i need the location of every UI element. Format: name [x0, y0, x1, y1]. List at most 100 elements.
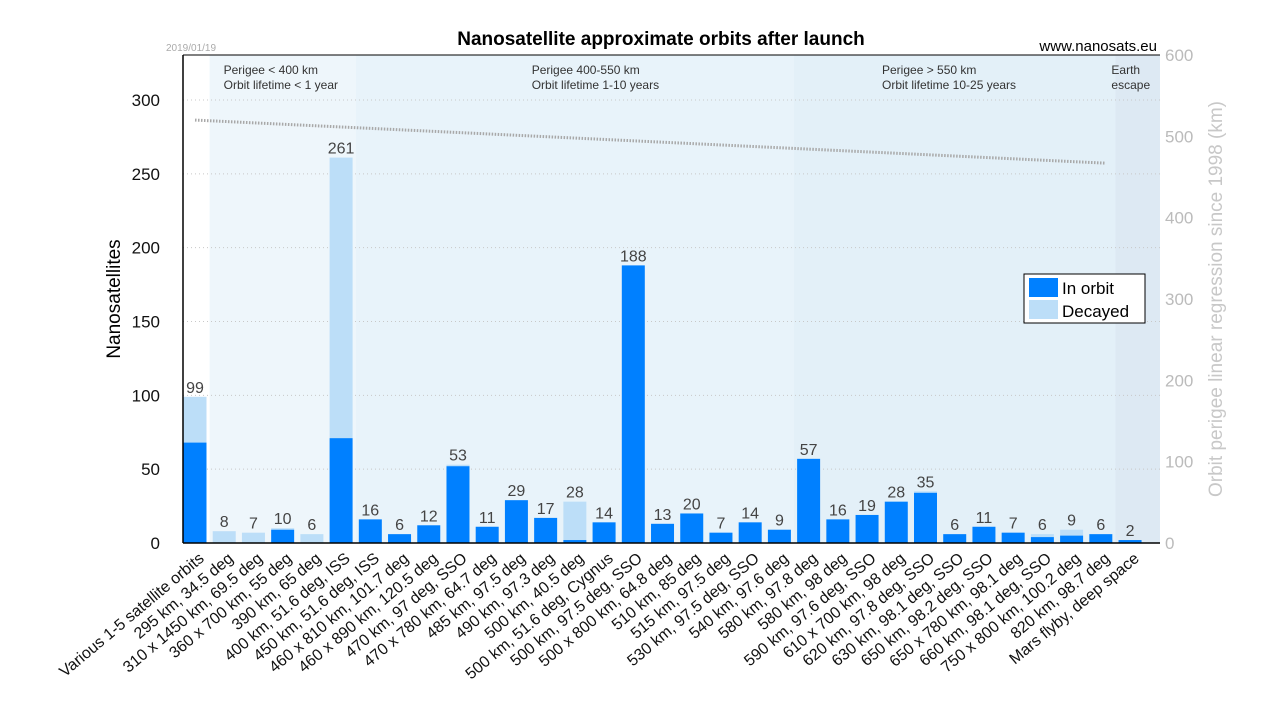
- bar-in-orbit: [680, 513, 704, 543]
- bar-in-orbit: [563, 540, 587, 543]
- region-label: Perigee > 550 km: [882, 63, 976, 77]
- y-axis-right-label: Orbit perigee linear regression since 19…: [1206, 101, 1227, 497]
- bar-total-label: 17: [537, 501, 555, 518]
- bar-in-orbit: [358, 519, 382, 543]
- region-label: Orbit lifetime 1-10 years: [532, 78, 659, 92]
- bar-in-orbit: [1060, 535, 1084, 543]
- bar-in-orbit: [1030, 537, 1054, 543]
- bar-total-label: 29: [508, 483, 526, 500]
- bar-in-orbit: [1118, 540, 1142, 543]
- bar-total-label: 57: [800, 442, 818, 459]
- bar-in-orbit: [388, 534, 412, 543]
- region-label: Orbit lifetime < 1 year: [224, 78, 338, 92]
- chart-date: 2019/01/19: [166, 43, 216, 54]
- bar-in-orbit: [738, 522, 762, 543]
- bar-in-orbit: [767, 529, 791, 543]
- legend-label-decayed: Decayed: [1062, 302, 1129, 321]
- bar-total-label: 99: [186, 380, 204, 397]
- bar-in-orbit: [943, 534, 967, 543]
- y-tick-label: 200: [132, 239, 160, 258]
- y-right-tick-label: 300: [1165, 290, 1193, 309]
- bar-in-orbit: [709, 532, 733, 543]
- bar-total-label: 16: [829, 502, 847, 519]
- y-tick-label: 100: [132, 386, 160, 405]
- bar-in-orbit: [183, 442, 207, 543]
- region-label: Earth: [1111, 63, 1140, 77]
- bar-total-label: 6: [395, 517, 404, 534]
- bar-in-orbit: [1001, 532, 1025, 543]
- bar-total-label: 12: [420, 508, 438, 525]
- y-tick-label: 150: [132, 313, 160, 332]
- region-band: [355, 55, 795, 543]
- bar-total-label: 11: [976, 510, 993, 527]
- bar-total-label: 2: [1126, 523, 1135, 540]
- bar-in-orbit: [972, 526, 996, 543]
- bar-decayed: [563, 501, 587, 541]
- bar-in-orbit: [651, 523, 675, 543]
- trend-line-path: [194, 118, 1106, 165]
- bar-total-label: 53: [449, 448, 467, 465]
- bar-in-orbit: [826, 519, 850, 543]
- bar-total-label: 9: [775, 513, 784, 530]
- bar-in-orbit: [855, 514, 879, 543]
- bar-in-orbit: [271, 529, 295, 543]
- chart-source: www.nanosats.eu: [1038, 38, 1157, 55]
- bar-decayed: [183, 396, 207, 443]
- bar-decayed: [300, 534, 324, 543]
- bar-in-orbit: [446, 466, 470, 543]
- bar-total-label: 8: [220, 514, 229, 531]
- bar-in-orbit: [592, 522, 616, 543]
- axes: 0 50 100 150 200 250 300 0 100 200 300 400 500 600: [132, 46, 1194, 553]
- bar-in-orbit: [534, 517, 558, 543]
- legend-swatch-decayed: [1029, 300, 1058, 319]
- y-right-tick-label: 200: [1165, 371, 1193, 390]
- bar-decayed: [446, 464, 470, 467]
- y-right-tick-label: 600: [1165, 46, 1193, 65]
- gridlines: [183, 99, 1160, 470]
- bar-total-label: 19: [858, 498, 876, 515]
- region-label: escape: [1111, 78, 1150, 92]
- bar-total-label: 6: [307, 517, 316, 534]
- bar-in-orbit: [884, 501, 908, 543]
- bar-total-label: 7: [717, 516, 726, 533]
- bar-total-label: 6: [950, 517, 959, 534]
- bar-total-label: 20: [683, 496, 701, 513]
- y-axis-label: Nanosatellites: [104, 239, 125, 358]
- chart-title: Nanosatellite approximate orbits after l…: [457, 29, 865, 50]
- region-label: Orbit lifetime 10-25 years: [882, 78, 1016, 92]
- bar-total-label: 7: [249, 516, 258, 533]
- bar-decayed: [914, 491, 937, 493]
- bar-total-label: 6: [1096, 517, 1105, 534]
- bar-in-orbit: [621, 265, 645, 543]
- bar-in-orbit: [417, 525, 441, 543]
- bar-decayed: [241, 532, 265, 543]
- bar-in-orbit: [504, 500, 528, 543]
- bar-in-orbit: [329, 438, 353, 543]
- bar-decayed: [212, 531, 236, 543]
- bar-in-orbit: [914, 492, 937, 543]
- legend-swatch-in-orbit: [1029, 278, 1058, 297]
- bar-total-label: 28: [566, 485, 584, 502]
- trend-line: [194, 118, 1106, 165]
- y-tick-label: 50: [141, 460, 160, 479]
- bar-total-label: 14: [595, 505, 613, 522]
- bar-in-orbit: [475, 526, 499, 543]
- y-tick-label: 300: [132, 91, 160, 110]
- bar-total-label: 188: [620, 248, 647, 265]
- bar-total-label: 10: [274, 511, 292, 528]
- bar-in-orbit: [797, 458, 821, 543]
- bar-total-label: 11: [479, 510, 496, 527]
- bar-decayed: [329, 157, 353, 439]
- bar-total-label: 16: [361, 502, 379, 519]
- bar-in-orbit: [1089, 534, 1113, 543]
- legend: In orbit Decayed: [1023, 273, 1146, 324]
- bar-decayed: [1060, 529, 1084, 536]
- region-label: Perigee 400-550 km: [532, 63, 640, 77]
- bar-total-label: 13: [654, 507, 672, 524]
- bar-total-label: 9: [1067, 513, 1076, 530]
- region-label: Perigee < 400 km: [224, 63, 318, 77]
- bar-decayed: [1030, 534, 1054, 538]
- bar-total-label: 261: [328, 141, 355, 158]
